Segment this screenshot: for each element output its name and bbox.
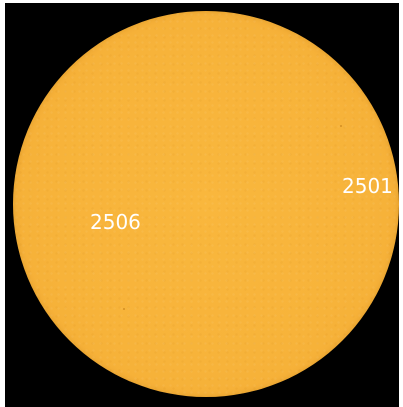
sunspot-speck: [123, 308, 125, 310]
region-label-2506: 2506: [90, 210, 141, 234]
image-frame: 2506 2501: [5, 3, 399, 407]
region-label-2501: 2501: [342, 174, 393, 198]
sunspot-speck: [340, 125, 342, 127]
sun-disk: [13, 11, 399, 397]
